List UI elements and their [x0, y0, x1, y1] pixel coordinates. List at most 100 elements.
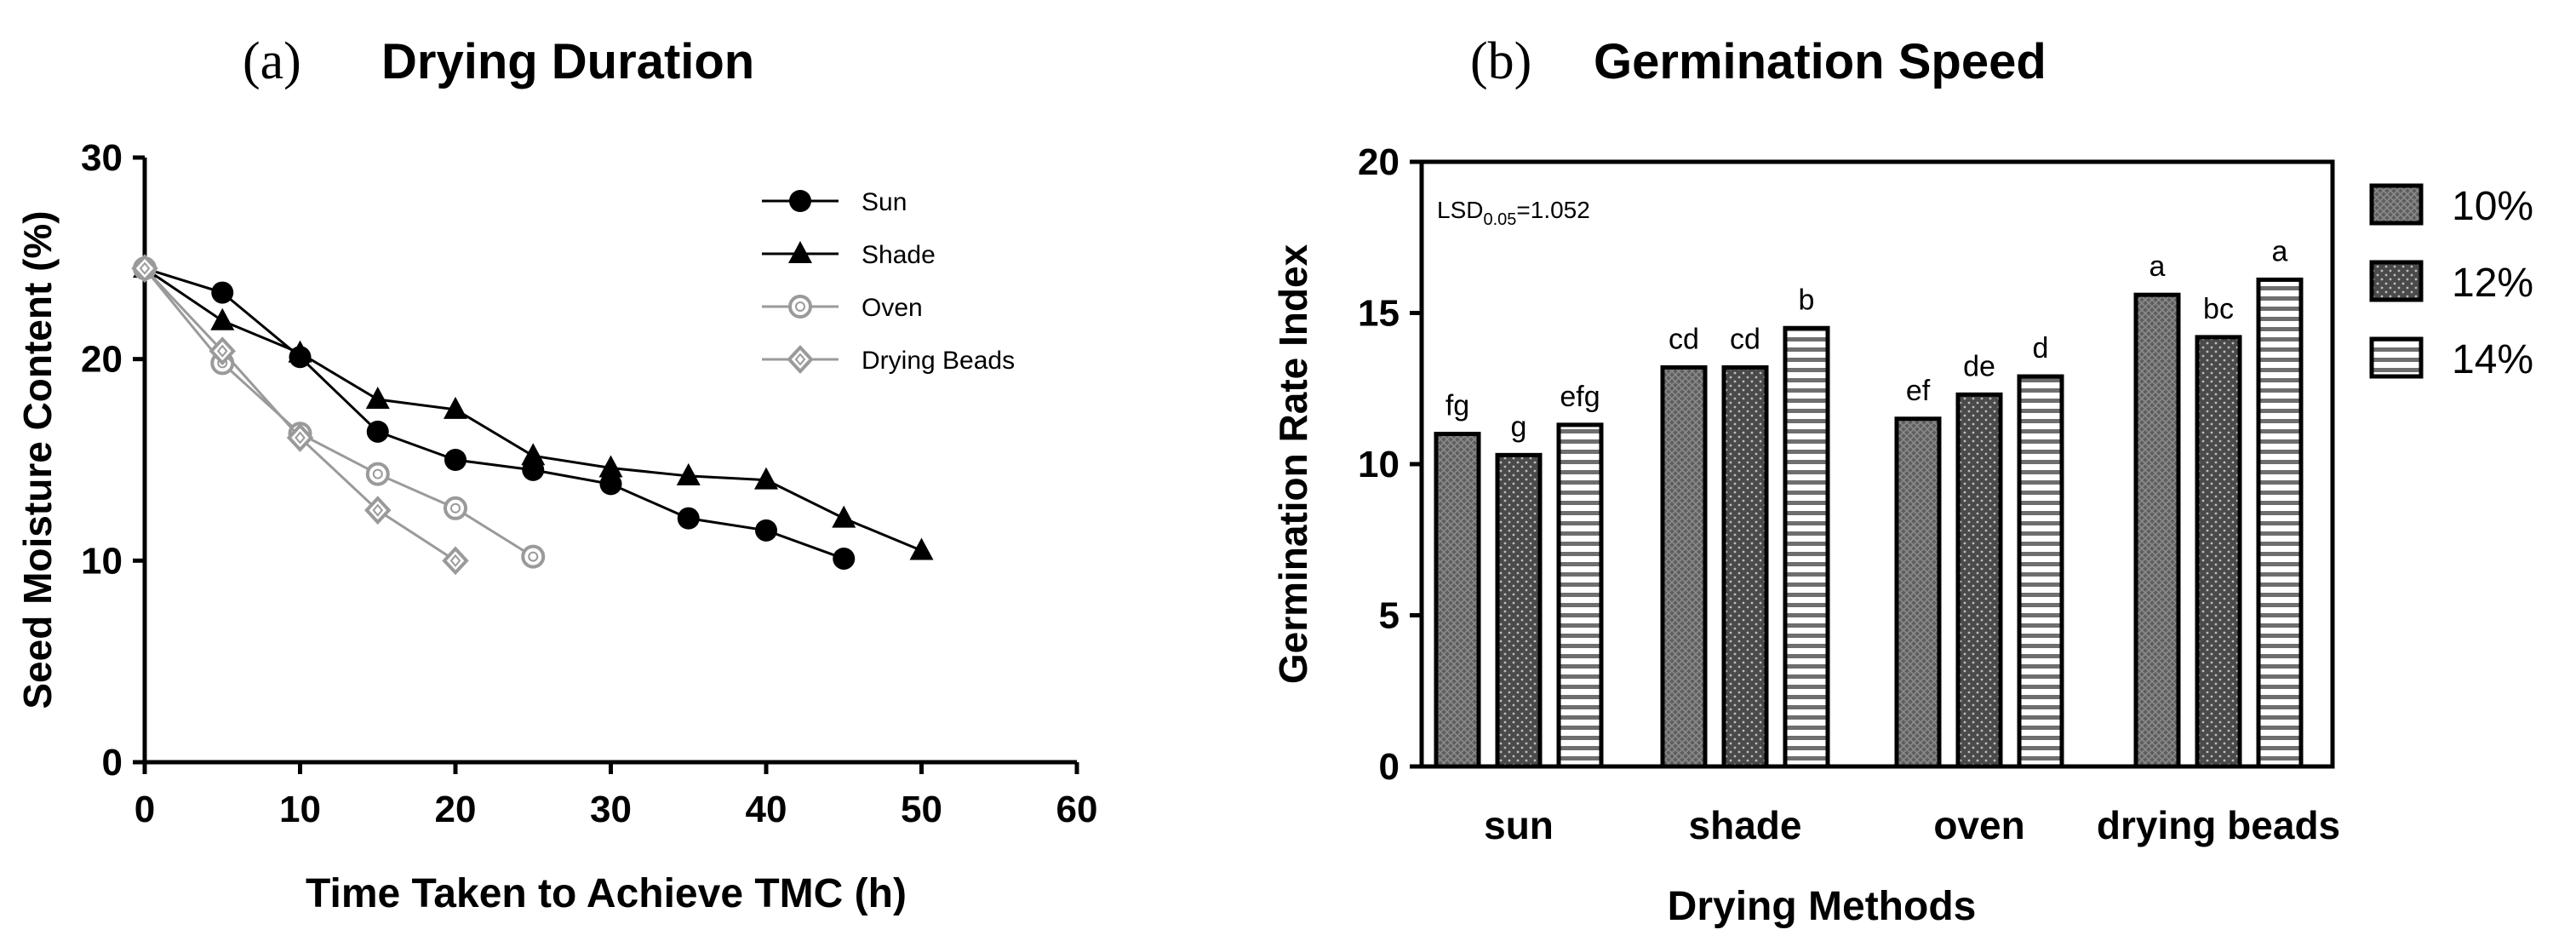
data-point-sun [833, 547, 856, 570]
bar-sun-12pct [1495, 452, 1543, 769]
panel-b-legend: 10% 12% 14% [2369, 183, 2533, 382]
significance-letter: ef [1906, 375, 1931, 407]
legend-swatch-10pct [2369, 183, 2424, 226]
legend-marker-oven [788, 295, 812, 319]
panel-a-y-tick-label: 0 [102, 742, 123, 783]
lsd-main: LSD [1437, 197, 1483, 223]
panel-a-y-tick-label: 10 [81, 540, 123, 582]
series-line-oven [143, 267, 535, 558]
panel-b-y-tick-label: 20 [1358, 141, 1400, 183]
significance-letter: fg [1445, 390, 1469, 422]
bar-oven-12pct [1955, 392, 2003, 769]
panel-a-y-tick-label: 30 [81, 137, 123, 179]
data-point-shade [676, 462, 701, 485]
data-point-sun [677, 507, 700, 530]
data-point-shade [832, 505, 856, 528]
legend-label-12pct: 12% [2452, 261, 2533, 306]
legend-marker-sun [789, 190, 811, 212]
significance-letter: g [1511, 410, 1527, 443]
panel-a-series [131, 254, 934, 576]
data-point-sun [366, 420, 389, 443]
panel-a-y-ticks: 0 10 20 30 [81, 137, 145, 783]
data-point-shade [754, 467, 778, 490]
panel-b: (b) Germination Speed 0 5 10 15 20 fg g efg cd c… [1271, 32, 2533, 929]
series-line-sun [144, 267, 844, 560]
significance-letter: bc [2203, 293, 2234, 325]
legend-label-drying-beads: Drying Beads [862, 347, 1015, 375]
significance-letter: a [2150, 250, 2166, 283]
legend-swatch-14pct [2369, 336, 2424, 379]
category-label-shade: shade [1689, 803, 1802, 847]
panel-a-x-tick-label: 10 [279, 789, 321, 830]
legend-swatch-12pct [2369, 260, 2424, 302]
panel-a-label: (a) [243, 32, 301, 90]
panel-b-title: Germination Speed [1594, 34, 2046, 89]
panel-a-x-tick-label: 20 [435, 789, 477, 830]
lsd-value: =1.052 [1516, 197, 1589, 223]
data-point-sun [599, 473, 622, 496]
panel-b-label: (b) [1470, 32, 1531, 90]
legend-label-shade: Shade [862, 241, 936, 269]
data-point-shade [521, 443, 546, 466]
panel-b-y-tick-label: 15 [1358, 293, 1400, 335]
significance-letter: cd [1730, 323, 1760, 355]
bar-sun-10pct [1434, 432, 1481, 769]
bar-drying-beads-12pct [2195, 335, 2242, 769]
bar-shade-10pct [1660, 364, 1708, 769]
panel-a-y-axis-label: Seed Moisture Content (%) [15, 210, 60, 709]
significance-letter: efg [1560, 381, 1600, 413]
bar-shade-12pct [1721, 364, 1769, 769]
panel-b-y-ticks: 0 5 10 15 20 [1358, 141, 1422, 788]
panel-a-x-ticks: 0 10 20 30 40 50 60 [135, 762, 1098, 830]
significance-letter: a [2272, 235, 2288, 267]
panel-a-x-tick-label: 40 [746, 789, 787, 830]
data-point-shade [288, 340, 312, 363]
legend-label-10pct: 10% [2452, 184, 2533, 229]
data-point-oven [521, 544, 546, 569]
panel-a-x-axis-label: Time Taken to Achieve TMC (h) [306, 871, 907, 916]
legend-label-sun: Sun [862, 188, 907, 216]
data-point-sun [755, 519, 777, 542]
panel-a-x-tick-label: 60 [1056, 789, 1098, 830]
panel-a-y-tick-label: 20 [81, 339, 123, 381]
series-line-drying-beads [143, 267, 456, 562]
data-point-oven [365, 462, 390, 486]
data-point-shade [210, 307, 235, 330]
data-point-shade [365, 387, 390, 409]
panel-a: (a) Drying Duration 0 10 20 30 0 10 20 30 40 50 6… [15, 32, 1097, 916]
category-label-sun: sun [1484, 803, 1554, 847]
bar-oven-14pct [2017, 374, 2064, 769]
bar-sun-14pct [1556, 422, 1604, 769]
bar-drying-beads-14pct [2256, 277, 2304, 769]
data-point-sun [444, 449, 467, 471]
data-point-sun [211, 281, 234, 304]
panel-b-x-axis-label: Drying Methods [1668, 884, 1977, 929]
data-point-drying-beads [131, 254, 158, 284]
panel-b-category-labels: sun shade oven drying beads [1484, 803, 2340, 847]
data-point-drying-beads [442, 546, 469, 576]
panel-b-y-tick-label: 10 [1358, 444, 1400, 485]
panel-a-x-tick-label: 30 [590, 789, 632, 830]
panel-b-lsd-annotation: LSD0.05=1.052 [1437, 197, 1590, 229]
panel-b-y-axis-label: Germination Rate Index [1271, 244, 1315, 684]
panel-b-y-tick-label: 0 [1379, 746, 1400, 788]
category-label-drying-beads: drying beads [2097, 803, 2340, 847]
significance-letter: de [1963, 350, 1995, 382]
data-point-drying-beads [364, 496, 392, 525]
significance-letter: b [1799, 284, 1815, 316]
panel-a-x-tick-label: 0 [135, 789, 155, 830]
significance-letter: d [2033, 332, 2049, 364]
data-point-drying-beads [286, 423, 314, 452]
panel-b-y-tick-label: 5 [1379, 595, 1400, 637]
data-point-shade [444, 396, 467, 419]
panel-a-x-tick-label: 50 [901, 789, 942, 830]
legend-label-14pct: 14% [2452, 337, 2533, 382]
data-point-oven [444, 496, 467, 520]
legend-label-oven: Oven [862, 294, 923, 322]
panel-a-legend: Sun Shade Oven Drying Beads [762, 188, 1015, 375]
significance-letter: cd [1669, 323, 1699, 355]
category-label-oven: oven [1933, 803, 2024, 847]
data-point-shade [909, 537, 934, 560]
